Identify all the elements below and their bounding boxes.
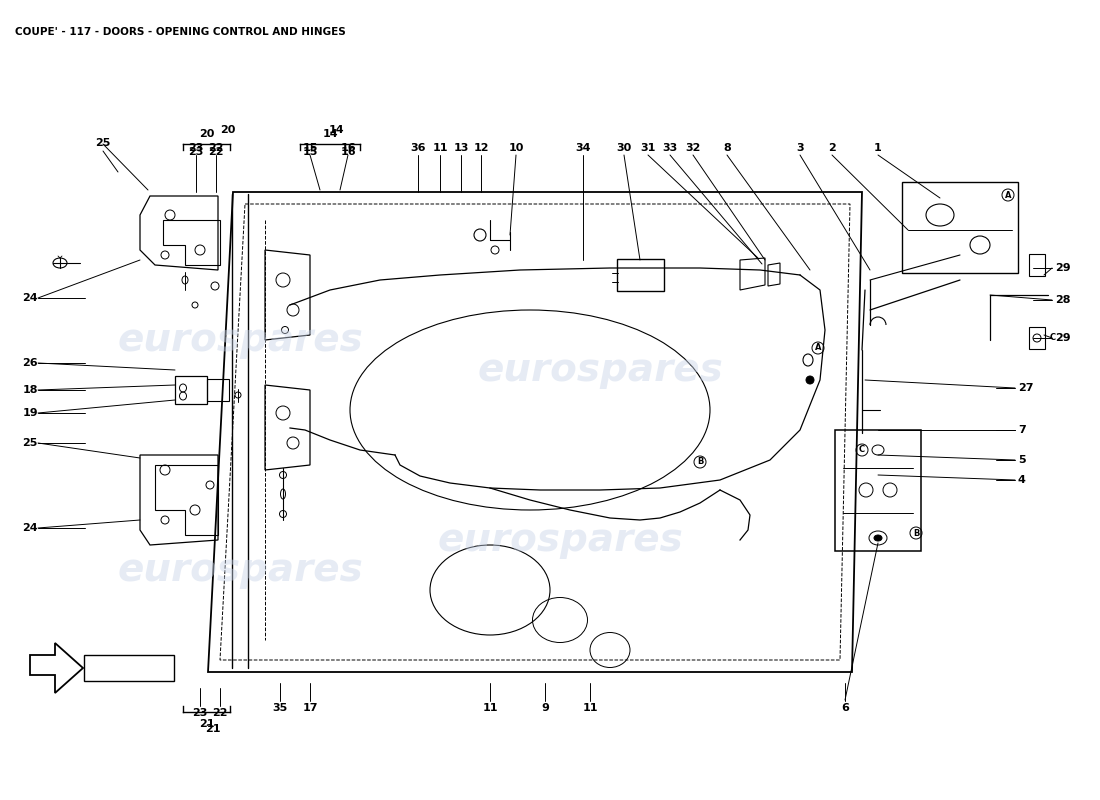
Text: 1: 1 — [874, 143, 882, 153]
Text: 27: 27 — [1018, 383, 1034, 393]
Text: 36: 36 — [410, 143, 426, 153]
Text: 34: 34 — [575, 143, 591, 153]
Text: eurospares: eurospares — [477, 351, 723, 389]
Text: 29: 29 — [1055, 263, 1070, 273]
Text: 16: 16 — [340, 147, 355, 157]
Text: 22: 22 — [208, 147, 223, 157]
Text: 15: 15 — [302, 143, 318, 153]
Text: 10: 10 — [508, 143, 524, 153]
Text: 11: 11 — [482, 703, 497, 713]
Text: eurospares: eurospares — [117, 321, 363, 359]
Text: 23: 23 — [192, 708, 208, 718]
Text: 26: 26 — [22, 358, 37, 368]
Text: 28: 28 — [1055, 295, 1070, 305]
Text: 11: 11 — [432, 143, 448, 153]
Text: 24: 24 — [22, 523, 37, 533]
Text: 17: 17 — [302, 703, 318, 713]
Text: 13: 13 — [453, 143, 469, 153]
Text: 23: 23 — [188, 143, 204, 153]
Text: 30: 30 — [616, 143, 631, 153]
Text: 20: 20 — [220, 125, 235, 135]
Text: B: B — [913, 529, 920, 538]
Bar — [84, 655, 174, 681]
Text: 14: 14 — [322, 129, 338, 139]
Text: 22: 22 — [212, 708, 228, 718]
Text: 33: 33 — [662, 143, 678, 153]
Text: C: C — [1050, 334, 1056, 342]
Text: 6: 6 — [842, 703, 849, 713]
Text: 15: 15 — [302, 147, 318, 157]
Ellipse shape — [874, 535, 882, 541]
Text: 11: 11 — [582, 703, 597, 713]
Text: 29: 29 — [1055, 333, 1070, 343]
Text: A: A — [815, 343, 822, 353]
Text: 2: 2 — [828, 143, 836, 153]
Text: 3: 3 — [796, 143, 804, 153]
Text: 5: 5 — [1018, 455, 1025, 465]
Text: 25: 25 — [22, 438, 37, 448]
Text: 31: 31 — [640, 143, 656, 153]
Text: 21: 21 — [199, 719, 214, 729]
Text: 4: 4 — [1018, 475, 1026, 485]
Text: B: B — [696, 458, 703, 466]
Text: 32: 32 — [685, 143, 701, 153]
Text: 16: 16 — [340, 143, 355, 153]
Text: A: A — [1004, 190, 1011, 199]
Text: 20: 20 — [199, 129, 214, 139]
Polygon shape — [30, 643, 82, 693]
Text: 7: 7 — [1018, 425, 1025, 435]
Text: 19: 19 — [22, 408, 37, 418]
Text: COUPE' - 117 - DOORS - OPENING CONTROL AND HINGES: COUPE' - 117 - DOORS - OPENING CONTROL A… — [15, 27, 345, 37]
Text: 18: 18 — [22, 385, 37, 395]
Text: 21: 21 — [206, 724, 221, 734]
Text: 25: 25 — [96, 138, 111, 148]
Text: 22: 22 — [208, 143, 223, 153]
Text: 23: 23 — [188, 147, 204, 157]
Text: 24: 24 — [22, 293, 37, 303]
Text: eurospares: eurospares — [437, 521, 683, 559]
Text: C: C — [859, 446, 865, 454]
Ellipse shape — [806, 376, 814, 384]
Text: 14: 14 — [329, 125, 344, 135]
Text: 12: 12 — [473, 143, 488, 153]
Text: 35: 35 — [273, 703, 287, 713]
Text: eurospares: eurospares — [117, 551, 363, 589]
Text: 9: 9 — [541, 703, 549, 713]
Text: 8: 8 — [723, 143, 730, 153]
